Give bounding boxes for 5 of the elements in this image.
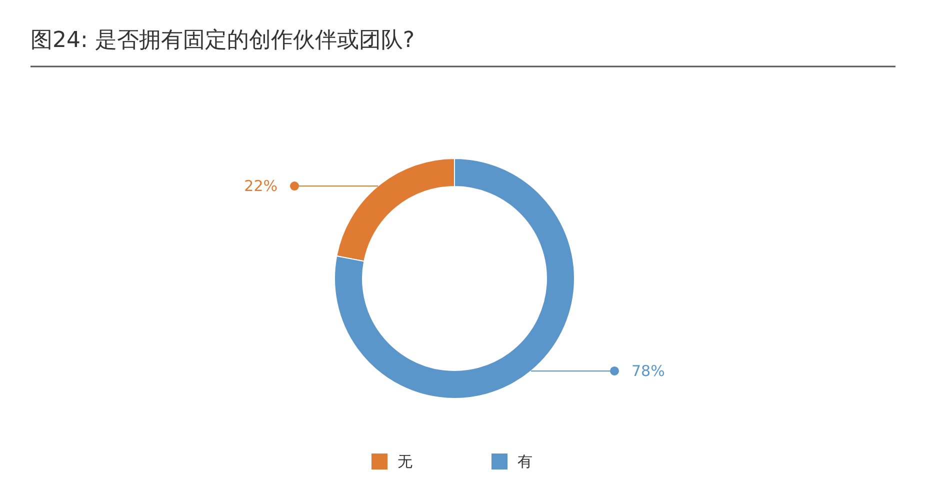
legend-label: 无	[398, 452, 412, 470]
data-label: 22%	[244, 177, 278, 196]
data-label: 78%	[632, 362, 665, 380]
chart-title: 图24: 是否拥有固定的创作伙伴或团队?	[30, 28, 415, 53]
legend-label: 有	[518, 452, 532, 470]
